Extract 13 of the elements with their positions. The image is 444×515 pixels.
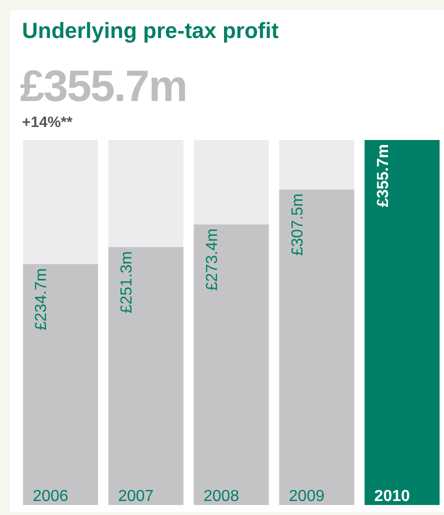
data-label: £307.5m — [289, 193, 306, 256]
data-label: £234.7m — [33, 268, 50, 330]
chart-title: Underlying pre-tax profit — [22, 18, 279, 44]
x-tick-label: 2010 — [374, 488, 410, 505]
chart-subtitle: £355.7m — [20, 62, 187, 112]
x-tick-label: 2006 — [32, 488, 68, 505]
data-label: £273.4m — [204, 228, 222, 291]
x-tick-label: 2007 — [118, 488, 154, 505]
x-tick-label: 2009 — [288, 488, 325, 505]
data-label: £251.3m — [118, 251, 136, 314]
text: +14%** — [22, 114, 72, 131]
data-label: £355.7m — [374, 144, 392, 208]
x-tick-label: 2008 — [204, 488, 240, 505]
